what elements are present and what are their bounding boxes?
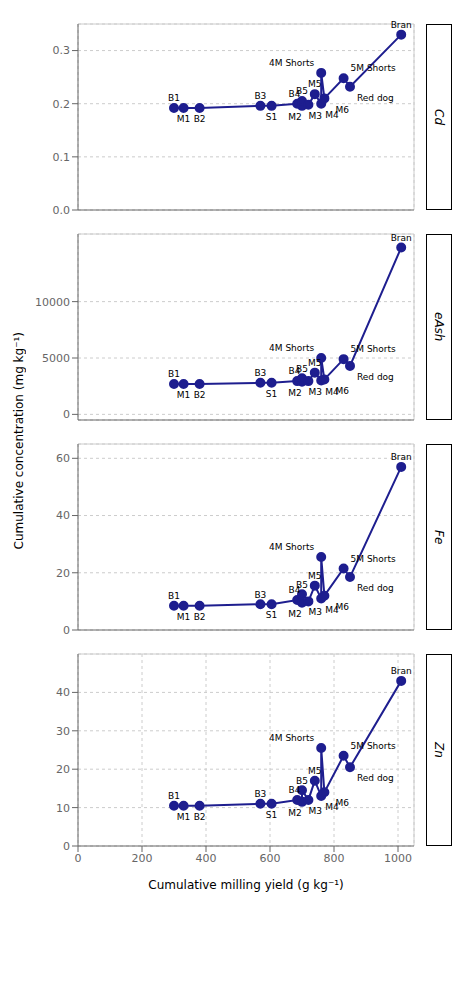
svg-text:1000: 1000 [384,852,412,865]
svg-text:M5: M5 [308,358,322,368]
svg-text:4M Shorts: 4M Shorts [269,542,315,552]
svg-text:B3: B3 [254,590,266,600]
svg-text:B5: B5 [296,364,308,374]
svg-text:M4: M4 [325,604,339,615]
svg-text:B1: B1 [168,369,180,379]
svg-text:0.1: 0.1 [53,151,71,164]
svg-text:Bran: Bran [391,20,412,30]
svg-text:M6: M6 [336,798,350,808]
svg-text:B3: B3 [254,91,266,101]
svg-text:40: 40 [56,686,70,699]
svg-text:M4: M4 [325,802,339,813]
svg-text:M4: M4 [325,109,339,120]
svg-text:Bran: Bran [391,233,412,243]
svg-text:5M Shorts: 5M Shorts [351,741,397,751]
svg-text:30: 30 [56,725,70,738]
svg-text:B1: B1 [168,791,180,801]
svg-text:4M Shorts: 4M Shorts [269,58,315,68]
html-text:Cumulative concentration (mg k: Cumulative concentration (mg kg⁻¹) [12,332,26,550]
svg-text:20: 20 [56,763,70,776]
svg-text:0.2: 0.2 [53,98,71,111]
svg-text:20: 20 [56,567,70,580]
svg-text:B3: B3 [254,368,266,378]
svg-text:M5: M5 [308,79,322,89]
html-text:Fe: Fe [432,529,446,545]
svg-text:0: 0 [63,624,70,637]
svg-text:5M Shorts: 5M Shorts [351,63,397,73]
svg-text:B5: B5 [296,86,308,96]
html-text:Cumulative milling yield (g kg: Cumulative milling yield (g kg⁻¹) [148,878,344,892]
svg-text:B2: B2 [194,114,206,124]
html-text:Cd: Cd [432,109,446,125]
svg-text:M3: M3 [309,607,323,617]
svg-text:10: 10 [56,802,70,815]
svg-text:S1: S1 [266,610,277,620]
svg-text:0.3: 0.3 [53,44,71,57]
svg-text:B5: B5 [296,776,308,786]
svg-text:M4: M4 [325,386,339,397]
svg-text:Bran: Bran [391,666,412,676]
svg-text:M1: M1 [177,612,191,622]
svg-text:B4: B4 [288,785,300,795]
svg-text:Bran: Bran [391,452,412,462]
svg-text:0.0: 0.0 [53,204,71,217]
svg-text:M3: M3 [309,387,323,397]
svg-text:B3: B3 [254,789,266,799]
svg-text:4M Shorts: 4M Shorts [269,343,315,353]
svg-text:0: 0 [63,408,70,421]
svg-text:5000: 5000 [42,352,70,365]
svg-text:M2: M2 [288,388,302,398]
svg-text:Red dog: Red dog [357,93,394,103]
svg-text:M3: M3 [309,806,323,816]
svg-text:800: 800 [324,852,345,865]
svg-text:B4: B4 [288,366,301,377]
svg-text:B4: B4 [288,89,301,99]
svg-text:M5: M5 [308,571,322,581]
html-text:eAsh: eAsh [432,312,446,342]
svg-text:5M Shorts: 5M Shorts [351,554,397,564]
svg-text:B1: B1 [168,93,180,103]
svg-text:B5: B5 [296,580,308,590]
html-text:Zn: Zn [432,742,446,758]
svg-text:40: 40 [56,509,70,522]
svg-text:S1: S1 [266,112,277,122]
svg-text:M1: M1 [177,812,191,822]
svg-text:M2: M2 [288,112,302,122]
svg-text:Red dog: Red dog [357,773,394,783]
svg-text:B2: B2 [194,812,206,822]
svg-text:Red dog: Red dog [357,583,394,593]
svg-text:M1: M1 [177,390,191,400]
svg-text:M2: M2 [288,609,302,619]
svg-text:B4: B4 [288,585,301,596]
svg-text:200: 200 [132,852,153,865]
svg-text:0: 0 [63,840,70,853]
svg-text:M2: M2 [288,808,302,818]
svg-text:5M Shorts: 5M Shorts [351,344,397,354]
svg-text:M3: M3 [309,111,323,121]
svg-text:60: 60 [56,452,70,465]
svg-text:10000: 10000 [35,296,70,309]
svg-text:S1: S1 [266,389,277,399]
svg-text:M6: M6 [336,386,350,396]
svg-text:B2: B2 [194,390,206,400]
svg-text:400: 400 [196,852,217,865]
svg-text:B2: B2 [194,612,206,622]
svg-text:Red dog: Red dog [357,372,394,382]
svg-text:M1: M1 [177,114,191,124]
svg-text:600: 600 [260,852,281,865]
svg-text:M6: M6 [336,105,350,115]
svg-text:M6: M6 [336,602,350,612]
svg-text:M5: M5 [308,766,322,776]
svg-text:4M Shorts: 4M Shorts [269,733,315,743]
svg-text:B1: B1 [168,591,180,601]
svg-text:S1: S1 [266,810,277,820]
svg-text:0: 0 [75,852,82,865]
